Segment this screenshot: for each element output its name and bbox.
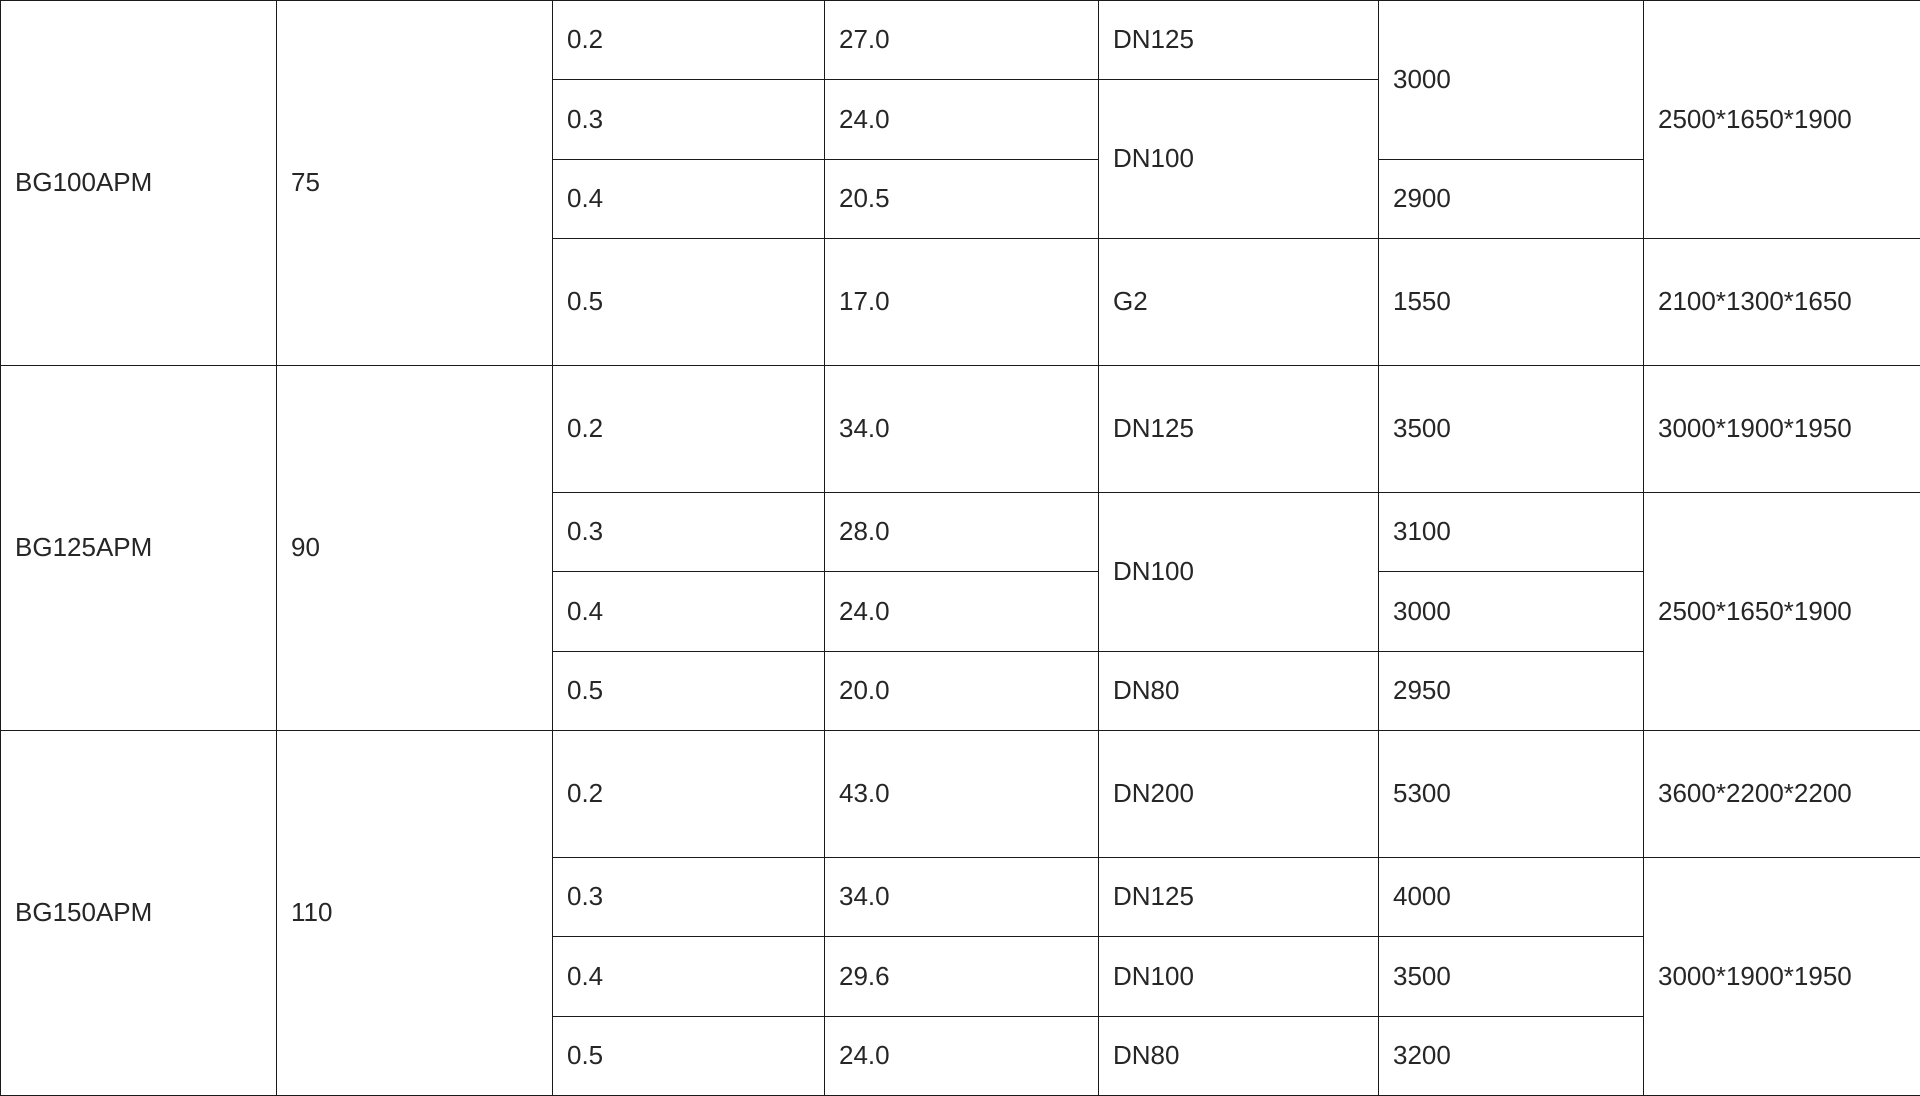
cell-dimensions: 2100*1300*1650: [1643, 238, 1920, 366]
cell-dimensions: 3000*1900*1950: [1643, 364, 1920, 493]
cell-pressure: 0.2: [552, 364, 825, 493]
cell-weight: 5300: [1378, 729, 1644, 858]
table-row: 0.3 34.0 DN125 4000 3000*1900*1950: [1, 856, 1920, 1096]
cell-pressure: 0.4: [552, 158, 825, 240]
cell-outlet: DN200: [1098, 729, 1379, 858]
cell-outlet: DN100: [1098, 79, 1379, 240]
cell-flow: 28.0: [824, 491, 1099, 573]
cell-pressure: 0.2: [552, 0, 825, 81]
cell-pressure: 0.2: [552, 729, 825, 858]
cell-pressure: 0.5: [552, 1015, 825, 1096]
cell-pressure: 0.3: [552, 491, 825, 573]
cell-weight: 3500: [1378, 936, 1644, 1017]
cell-pressure: 0.5: [552, 238, 825, 366]
cell-flow: 34.0: [824, 364, 1099, 493]
cell-weight: 3200: [1378, 1015, 1644, 1096]
cell-pressure: 0.4: [552, 571, 825, 652]
cell-flow: 20.5: [824, 158, 1099, 240]
cell-outlet: DN80: [1098, 650, 1379, 731]
table-row: BG150APM 110 0.2 43.0 DN200 5300 3600*22…: [0, 729, 1920, 1096]
cell-weight: 3100: [1378, 491, 1644, 573]
cell-flow: 29.6: [824, 936, 1099, 1017]
cell-outlet: DN125: [1098, 364, 1379, 493]
cell-flow: 24.0: [824, 79, 1099, 160]
cell-pressure: 0.5: [552, 650, 825, 731]
cell-weight: 1550: [1378, 238, 1644, 366]
cell-flow: 20.0: [824, 650, 1099, 731]
table-row: 0.4 20.5 2900: [1, 158, 1920, 240]
cell-model: BG150APM: [0, 729, 277, 1096]
table-row: 0.3 28.0 DN100 3100 2500*1650*1900: [1, 491, 1920, 731]
cell-weight: 3500: [1378, 364, 1644, 493]
cell-outlet: DN125: [1098, 856, 1379, 938]
cell-flow: 17.0: [824, 238, 1099, 366]
cell-flow: 24.0: [824, 1015, 1099, 1096]
cell-model: BG100APM: [0, 0, 277, 366]
cell-model: BG125APM: [0, 364, 277, 731]
cell-dimensions: 3000*1900*1950: [1643, 856, 1920, 1096]
cell-weight: 2950: [1378, 650, 1644, 731]
table-row: 0.5 24.0 DN80 3200: [1, 1015, 1920, 1096]
cell-outlet: DN125: [1098, 0, 1379, 81]
cell-weight: 2900: [1378, 158, 1644, 240]
cell-pressure: 0.3: [552, 79, 825, 160]
table-row: 0.3 24.0 DN100: [1, 79, 1920, 240]
cell-weight: 3000: [1378, 0, 1644, 160]
cell-power: 110: [276, 729, 553, 1096]
cell-power: 75: [276, 0, 553, 366]
cell-power: 90: [276, 364, 553, 731]
cell-weight: 3000: [1378, 571, 1644, 652]
cell-flow: 34.0: [824, 856, 1099, 938]
table-row: BG100APM 75 0.2 27.0 DN125 3000 2500*165…: [0, 0, 1920, 366]
cell-pressure: 0.3: [552, 856, 825, 938]
cell-dimensions: 3600*2200*2200: [1643, 729, 1920, 858]
cell-outlet: G2: [1098, 238, 1379, 366]
cell-outlet: DN80: [1098, 1015, 1379, 1096]
cell-pressure: 0.4: [552, 936, 825, 1017]
table-row: 0.5 17.0 G2 1550 2100*1300*1650: [1, 238, 1920, 366]
cell-weight: 4000: [1378, 856, 1644, 938]
cell-flow: 27.0: [824, 0, 1099, 81]
table-row: 0.5 20.0 DN80 2950: [1, 650, 1920, 731]
cell-outlet: DN100: [1098, 491, 1379, 652]
cell-outlet: DN100: [1098, 936, 1379, 1017]
table-row: 0.4 24.0 3000: [1, 571, 1920, 652]
cell-flow: 43.0: [824, 729, 1099, 858]
cell-dimensions: 2500*1650*1900: [1643, 491, 1920, 731]
cell-flow: 24.0: [824, 571, 1099, 652]
table-row: BG125APM 90 0.2 34.0 DN125 3500 3000*190…: [0, 364, 1920, 731]
cell-dimensions: 2500*1650*1900: [1643, 0, 1920, 240]
